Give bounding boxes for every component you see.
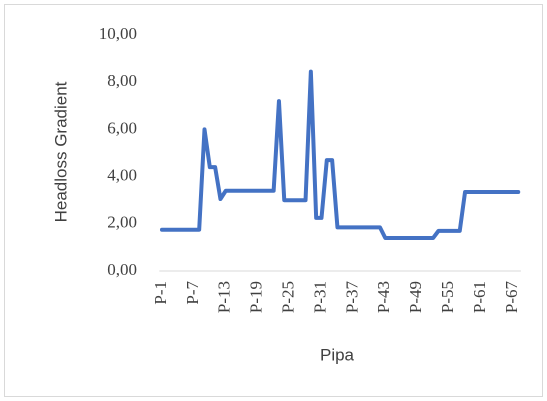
y-tick-label: 0,00 [107,260,137,279]
y-axis-title: Headloss Gradient [51,81,70,222]
x-tick-label: P-55 [438,281,457,313]
y-tick-label: 8,00 [107,71,137,90]
y-tick-label: 6,00 [107,118,137,137]
x-tick-label: P-43 [374,281,393,313]
x-tick-label: P-61 [470,281,489,313]
x-axis-title: Pipa [320,345,355,364]
x-tick-label: P-49 [406,281,425,313]
y-tick-label: 2,00 [107,213,137,232]
x-tick-label: P-67 [502,281,521,314]
x-tick-label: P-37 [342,281,361,314]
x-tick-label: P-1 [151,281,170,305]
y-tick-label: 10,00 [99,24,137,43]
data-line [159,69,521,240]
x-tick-label: P-13 [215,281,234,313]
x-tick-label: P-25 [278,281,297,313]
y-tick-label: 4,00 [107,166,137,185]
x-tick-label: P-19 [247,281,266,313]
chart-border [4,4,543,397]
x-tick-label: P-7 [183,281,202,305]
x-tick-label: P-31 [310,281,329,313]
